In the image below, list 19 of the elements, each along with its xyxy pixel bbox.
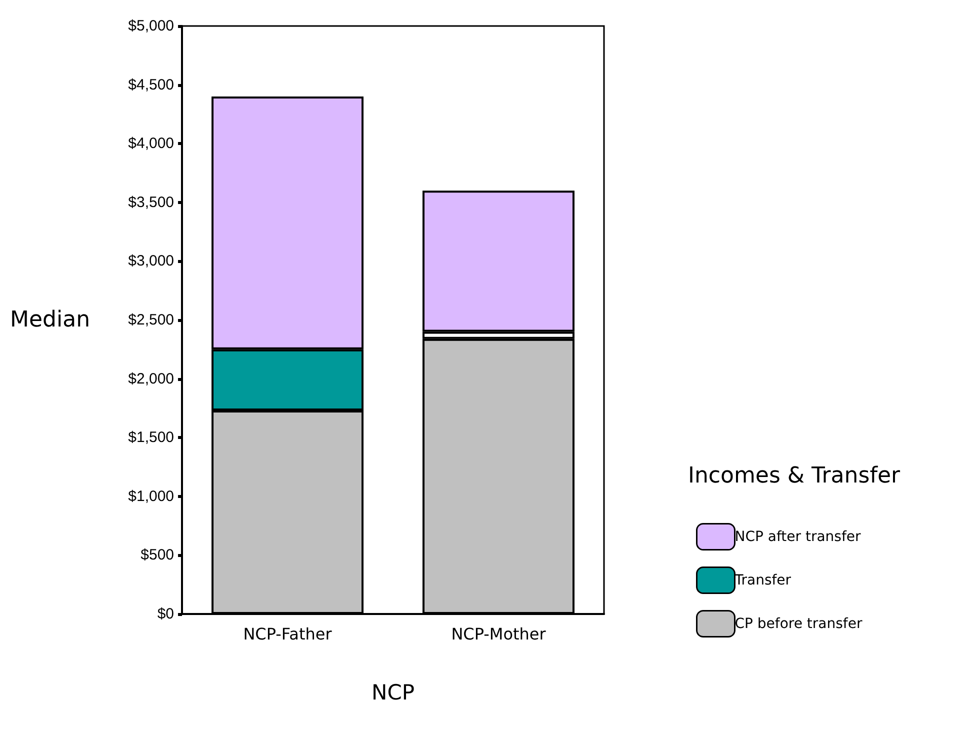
x-tick-label: NCP-Father	[243, 624, 332, 644]
legend-label: NCP after transfer	[734, 528, 861, 545]
y-tick-label: $2,500	[128, 312, 174, 328]
y-tick-label: $5,000	[128, 18, 174, 34]
y-tick-label: $1,000	[128, 488, 174, 505]
x-axis-title: NCP	[371, 680, 415, 704]
y-tick-label: $2,000	[128, 370, 174, 388]
legend-title: Incomes & Transfer	[688, 464, 901, 488]
y-tick-label: $500	[140, 546, 174, 564]
y-tick-label: $0	[157, 606, 174, 622]
y-tick-label: $3,500	[128, 194, 174, 211]
legend-label: CP before transfer	[734, 616, 862, 632]
x-tick-label: NCP-Mother	[451, 624, 546, 644]
y-axis-title: Median	[10, 308, 90, 332]
y-tick-label: $3,000	[128, 252, 174, 270]
y-tick-label: $1,500	[128, 429, 174, 446]
legend-label: Transfer	[734, 572, 792, 588]
y-tick-label: $4,000	[128, 135, 174, 152]
y-tick-label: $4,500	[128, 76, 174, 94]
